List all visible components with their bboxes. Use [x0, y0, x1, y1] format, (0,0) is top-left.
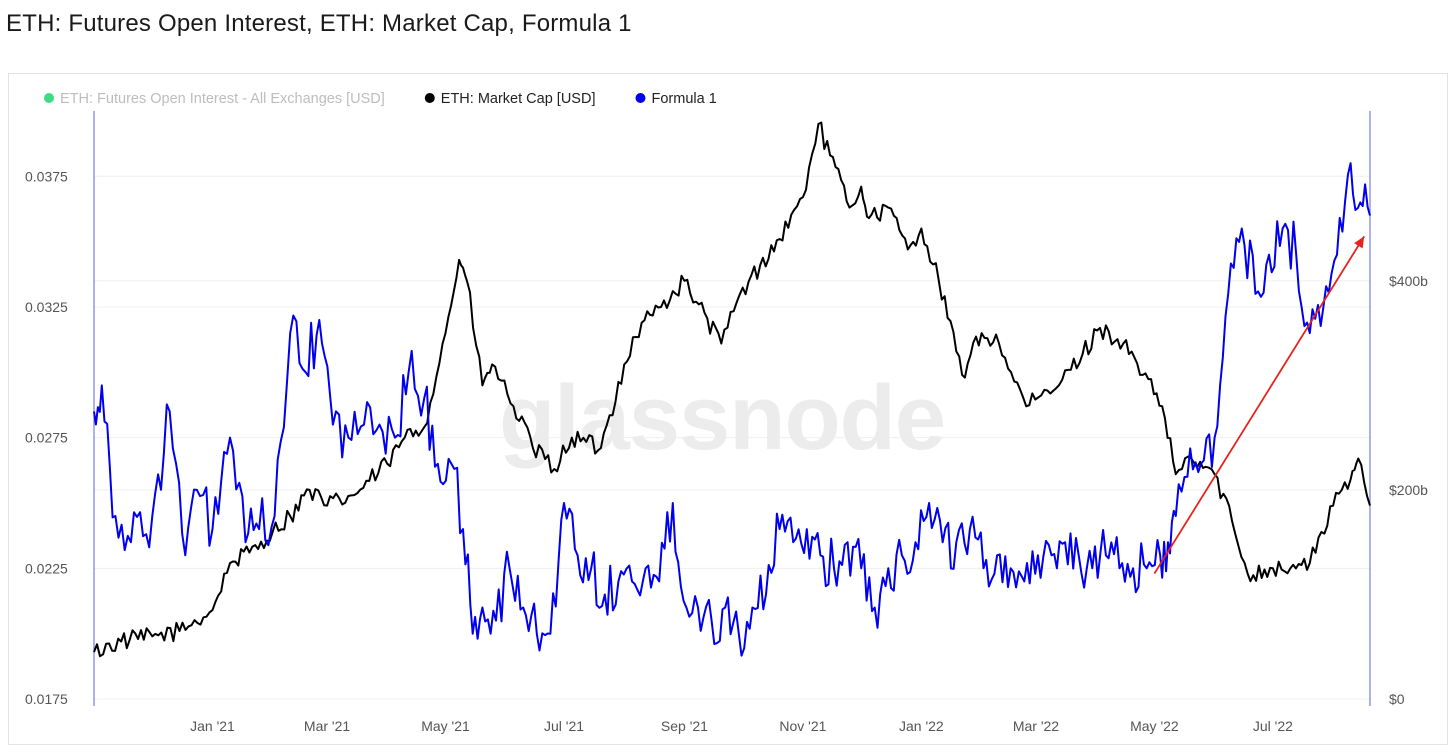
legend-marker — [635, 93, 646, 103]
page-title: ETH: Futures Open Interest, ETH: Market … — [6, 10, 632, 37]
right-tick-label: $400b — [1389, 273, 1428, 289]
left-tick-label: 0.0175 — [25, 691, 68, 707]
x-tick-label: Mar '22 — [1013, 718, 1059, 734]
x-tick-label: Sep '21 — [661, 718, 708, 734]
x-tick-label: Mar '21 — [304, 718, 350, 734]
legend-label[interactable]: Formula 1 — [651, 91, 716, 107]
right-tick-label: $0 — [1389, 691, 1405, 707]
legend-label[interactable]: ETH: Futures Open Interest - All Exchang… — [60, 91, 385, 107]
left-tick-label: 0.0275 — [25, 430, 68, 446]
watermark-text: glassnode — [499, 367, 945, 469]
x-tick-label: May '21 — [421, 718, 470, 734]
annotation — [1153, 235, 1365, 575]
x-tick-label: Jan '22 — [899, 718, 944, 734]
legend: ETH: Futures Open Interest - All Exchang… — [44, 91, 717, 107]
x-tick-label: Jul '22 — [1253, 718, 1293, 734]
annotation-arrow-head — [1354, 236, 1365, 249]
legend-marker — [44, 93, 54, 103]
legend-marker — [424, 93, 435, 103]
left-tick-label: 0.0225 — [25, 560, 68, 576]
right-tick-label: $200b — [1389, 482, 1428, 498]
series-line-market-cap — [93, 121, 1371, 658]
x-tick-label: Jul '21 — [544, 718, 584, 734]
right-axis: $0 $200b $400b — [1389, 273, 1428, 707]
annotation-arrow-line — [1153, 235, 1365, 575]
left-axis: 0.0175 0.0225 0.0275 0.0325 0.0375 — [25, 168, 68, 707]
left-tick-label: 0.0375 — [25, 168, 68, 184]
chart-svg: glassnode ETH: Futures Open Interest - A… — [25, 91, 1428, 734]
x-axis: Jan '21 Mar '21 May '21 Jul '21 Sep '21 Nov '… — [190, 718, 1293, 734]
series-line-formula-1 — [93, 162, 1371, 657]
chart-panel: glassnode ETH: Futures Open Interest - A… — [8, 73, 1448, 745]
x-tick-label: Jan '21 — [190, 718, 235, 734]
left-tick-label: 0.0325 — [25, 299, 68, 315]
series-group — [93, 121, 1371, 658]
x-tick-label: May '22 — [1130, 718, 1179, 734]
legend-label[interactable]: ETH: Market Cap [USD] — [441, 91, 596, 107]
x-tick-label: Nov '21 — [779, 718, 826, 734]
